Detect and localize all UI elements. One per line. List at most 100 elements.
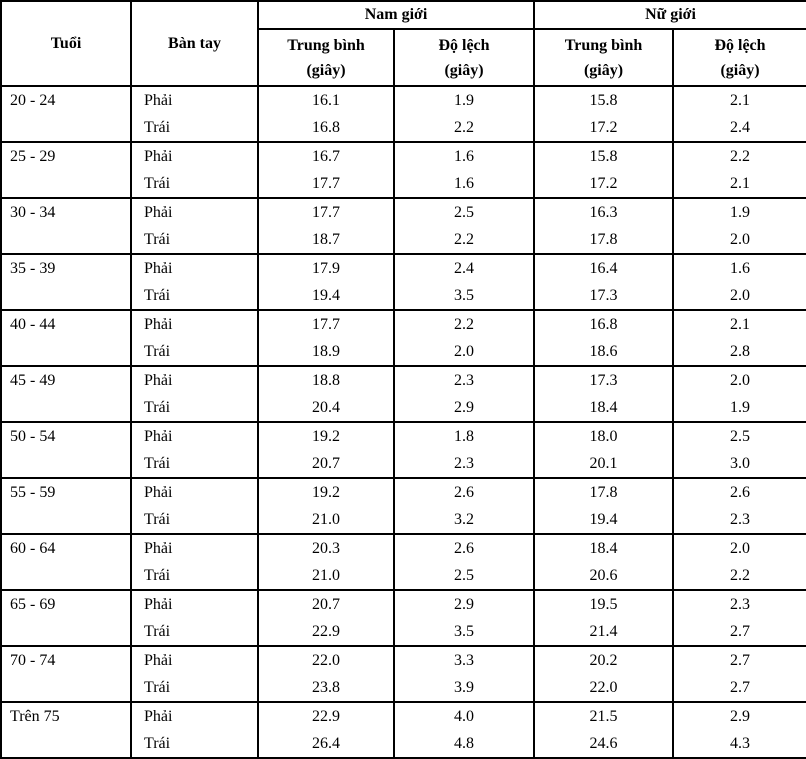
- hand-cell: Trái: [130, 394, 259, 422]
- age-group-cell: 50 - 54: [0, 421, 132, 478]
- female-sd-cell: 2.0: [672, 226, 806, 254]
- age-group-cell: 30 - 34: [0, 197, 132, 254]
- female-mean-cell: 20.6: [533, 562, 675, 590]
- hand-cell: Phải: [130, 253, 259, 282]
- male-mean-cell: 16.8: [257, 114, 395, 142]
- female-mean-cell: 21.4: [533, 618, 675, 646]
- hand-cell: Phải: [130, 365, 259, 394]
- female-sd-cell: 2.7: [672, 645, 806, 674]
- female-sd-cell: 2.9: [672, 701, 806, 730]
- female-mean-cell: 20.1: [533, 450, 675, 478]
- female-sd-cell: 2.2: [672, 141, 806, 170]
- female-sd-cell: 2.7: [672, 618, 806, 646]
- female-sd-cell: 4.3: [672, 730, 806, 758]
- header-age: Tuổi: [0, 1, 132, 86]
- table-row: 55 - 59 Phải 19.2 2.6 17.8 2.6: [0, 477, 806, 534]
- female-mean-cell: 16.4: [533, 253, 675, 282]
- table-row: Trái 22.9 3.5 21.4 2.7: [1, 618, 806, 646]
- hand-cell: Trái: [130, 282, 259, 310]
- female-sd-cell: 2.1: [672, 309, 806, 338]
- hand-cell: Phải: [130, 589, 259, 618]
- unit-label: (giây): [444, 61, 484, 79]
- female-mean-cell: 24.6: [533, 730, 675, 758]
- male-mean-cell: 21.0: [257, 506, 395, 534]
- female-sd-cell: 2.8: [672, 338, 806, 366]
- age-group-cell: 60 - 64: [0, 533, 132, 590]
- sd-label: Độ lệch: [438, 36, 490, 54]
- hand-cell: Trái: [130, 674, 259, 702]
- hand-cell: Trái: [130, 618, 259, 646]
- female-mean-cell: 17.3: [533, 365, 675, 394]
- age-group-cell: 20 - 24: [0, 85, 132, 142]
- male-sd-cell: 1.6: [392, 170, 536, 198]
- hand-cell: Trái: [130, 170, 259, 198]
- male-mean-cell: 22.0: [257, 645, 395, 674]
- female-mean-cell: 16.8: [533, 309, 675, 338]
- male-sd-cell: 2.6: [392, 533, 536, 562]
- unit-label: (giây): [306, 61, 346, 79]
- female-sd-cell: 2.3: [672, 589, 806, 618]
- male-sd-cell: 2.3: [392, 450, 536, 478]
- hand-cell: Phải: [130, 421, 259, 450]
- hand-cell: Phải: [130, 477, 259, 506]
- female-sd-cell: 1.6: [672, 253, 806, 282]
- sd-label: Độ lệch: [714, 36, 766, 54]
- male-sd-cell: 2.2: [392, 309, 536, 338]
- male-sd-cell: 3.5: [392, 618, 536, 646]
- table-row: 40 - 44 Phải 17.7 2.2 16.8 2.1: [0, 309, 806, 366]
- male-mean-cell: 23.8: [257, 674, 395, 702]
- male-sd-cell: 4.0: [392, 701, 536, 730]
- table-row: Trái 18.7 2.2 17.8 2.0: [1, 226, 806, 254]
- header-row-groups: Tuổi Bàn tay Nam giới Nữ giới: [0, 1, 806, 86]
- male-mean-cell: 19.4: [257, 282, 395, 310]
- male-sd-cell: 2.5: [392, 197, 536, 226]
- male-mean-cell: 17.7: [257, 170, 395, 198]
- table-row: Trái 19.4 3.5 17.3 2.0: [1, 282, 806, 310]
- mean-label: Trung bình: [564, 36, 643, 54]
- hand-cell: Phải: [130, 533, 259, 562]
- female-mean-cell: 17.2: [533, 114, 675, 142]
- male-sd-cell: 2.6: [392, 477, 536, 506]
- hand-cell: Trái: [130, 730, 259, 758]
- male-sd-cell: 2.4: [392, 253, 536, 282]
- male-mean-cell: 18.9: [257, 338, 395, 366]
- unit-label: (giây): [720, 61, 760, 79]
- table-row: 65 - 69 Phải 20.7 2.9 19.5 2.3: [0, 589, 806, 646]
- female-mean-cell: 22.0: [533, 674, 675, 702]
- male-mean-cell: 19.2: [257, 477, 395, 506]
- female-sd-cell: 2.0: [672, 365, 806, 394]
- table-row: 30 - 34 Phải 17.7 2.5 16.3 1.9: [0, 197, 806, 254]
- table-row: 60 - 64 Phải 20.3 2.6 18.4 2.0: [0, 533, 806, 590]
- male-sd-cell: 1.6: [392, 141, 536, 170]
- male-mean-cell: 20.7: [257, 589, 395, 618]
- male-mean-cell: 16.1: [257, 85, 395, 114]
- male-sd-cell: 3.5: [392, 282, 536, 310]
- male-mean-cell: 17.7: [257, 309, 395, 338]
- male-sd-cell: 1.8: [392, 421, 536, 450]
- table-row: 50 - 54 Phải 19.2 1.8 18.0 2.5: [0, 421, 806, 478]
- male-sd-cell: 1.9: [392, 85, 536, 114]
- table-row: 20 - 24 Phải 16.1 1.9 15.8 2.1: [0, 85, 806, 142]
- table-row: Trái 17.7 1.6 17.2 2.1: [1, 170, 806, 198]
- hand-cell: Trái: [130, 450, 259, 478]
- female-sd-cell: 1.9: [672, 394, 806, 422]
- female-sd-cell: 2.0: [672, 282, 806, 310]
- hand-cell: Phải: [130, 85, 259, 114]
- male-sd-cell: 2.0: [392, 338, 536, 366]
- unit-label: (giây): [583, 61, 624, 79]
- hand-cell: Trái: [130, 506, 259, 534]
- male-mean-cell: 16.7: [257, 141, 395, 170]
- male-sd-cell: 2.5: [392, 562, 536, 590]
- female-mean-cell: 15.8: [533, 85, 675, 114]
- female-sd-cell: 2.3: [672, 506, 806, 534]
- female-mean-cell: 15.8: [533, 141, 675, 170]
- male-sd-cell: 2.2: [392, 114, 536, 142]
- table-row: 35 - 39 Phải 17.9 2.4 16.4 1.6: [0, 253, 806, 310]
- hand-cell: Trái: [130, 226, 259, 254]
- female-sd-cell: 3.0: [672, 450, 806, 478]
- female-sd-cell: 2.1: [672, 85, 806, 114]
- male-mean-cell: 17.9: [257, 253, 395, 282]
- header-male-group: Nam giới: [256, 1, 536, 30]
- table-row: Trên 75 Phải 22.9 4.0 21.5 2.9: [0, 701, 806, 758]
